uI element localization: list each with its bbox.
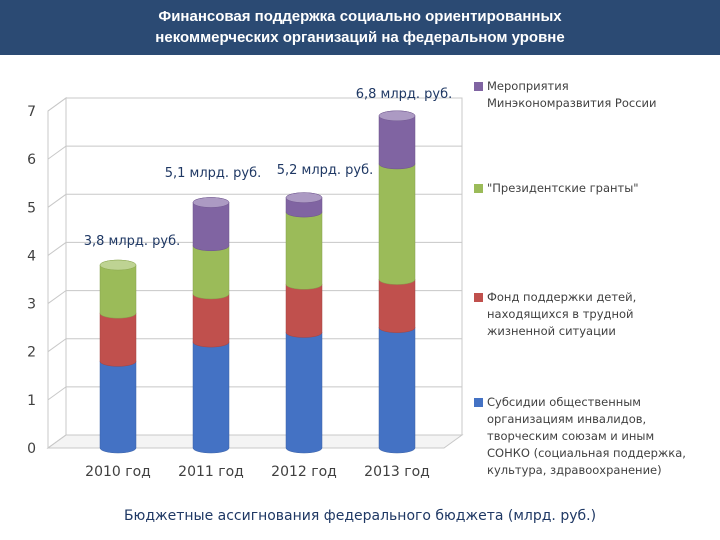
y-tick-label: 7 xyxy=(27,104,36,120)
y-tick-label: 3 xyxy=(27,297,36,313)
legend-label: культура, здравоохранение) xyxy=(487,463,662,477)
data-label: 5,2 млрд. руб. xyxy=(277,163,374,178)
y-tick-label: 6 xyxy=(27,152,36,168)
legend-swatch xyxy=(474,398,483,407)
y-tick-label: 1 xyxy=(27,393,36,409)
chart-side-wall xyxy=(47,97,67,449)
bar-top-cap xyxy=(285,192,323,203)
bar-segment xyxy=(378,158,416,285)
gridline xyxy=(47,241,462,256)
gridline xyxy=(47,145,462,160)
page-title-line-2: некоммерческих организаций на федерально… xyxy=(155,29,565,46)
legend-label: Субсидии общественным xyxy=(487,395,641,409)
y-tick-label: 5 xyxy=(27,200,36,216)
bar-segment xyxy=(285,206,323,290)
page-title: Финансовая поддержка социально ориентиро… xyxy=(60,6,660,48)
x-tick-label: 2013 год xyxy=(364,464,430,480)
legend-swatch xyxy=(474,184,483,193)
legend-swatch xyxy=(474,82,483,91)
gridline xyxy=(47,97,462,112)
x-tick-label: 2010 год xyxy=(85,464,151,480)
data-label: 3,8 млрд. руб. xyxy=(84,234,181,249)
bar-segment xyxy=(99,356,137,454)
bar-top-cap xyxy=(192,197,230,208)
gridline xyxy=(47,290,462,304)
legend-label: жизненной ситуации xyxy=(487,324,616,338)
page-title-line-1: Финансовая поддержка социально ориентиро… xyxy=(158,8,562,25)
legend-label: "Президентские гранты" xyxy=(487,181,639,195)
data-label: 5,1 млрд. руб. xyxy=(165,166,262,181)
data-label: 6,8 млрд. руб. xyxy=(356,87,453,102)
header-bar: Финансовая поддержка социально ориентиро… xyxy=(0,0,720,55)
gridline xyxy=(47,338,462,353)
gridline xyxy=(47,193,462,208)
legend-label: Мероприятия xyxy=(487,79,569,93)
y-tick-label: 0 xyxy=(27,441,36,457)
y-tick-label: 4 xyxy=(27,248,36,264)
legend-label: Фонд поддержки детей, xyxy=(487,290,636,304)
legend-label: находящихся в трудной xyxy=(487,307,634,321)
x-tick-label: 2012 год xyxy=(271,464,337,480)
bar-top-cap xyxy=(378,110,416,122)
bar-segment xyxy=(192,336,230,454)
legend-label: Минэкономразвития России xyxy=(487,96,656,110)
gridline xyxy=(47,434,462,449)
chart-caption: Бюджетные ассигнования федерального бюдж… xyxy=(123,508,597,524)
y-tick-label: 2 xyxy=(27,345,36,361)
legend-label: творческим союзам и иным xyxy=(487,429,654,443)
bar-segment xyxy=(285,327,323,454)
legend-swatch xyxy=(474,293,483,302)
x-tick-label: 2011 год xyxy=(178,464,244,480)
gridline xyxy=(47,386,462,401)
bar-segment xyxy=(378,322,416,454)
legend-label: организациям инвалидов, xyxy=(487,412,646,426)
bar-top-cap xyxy=(99,259,137,271)
legend-label: СОНКО (социальная поддержка, xyxy=(487,446,686,460)
